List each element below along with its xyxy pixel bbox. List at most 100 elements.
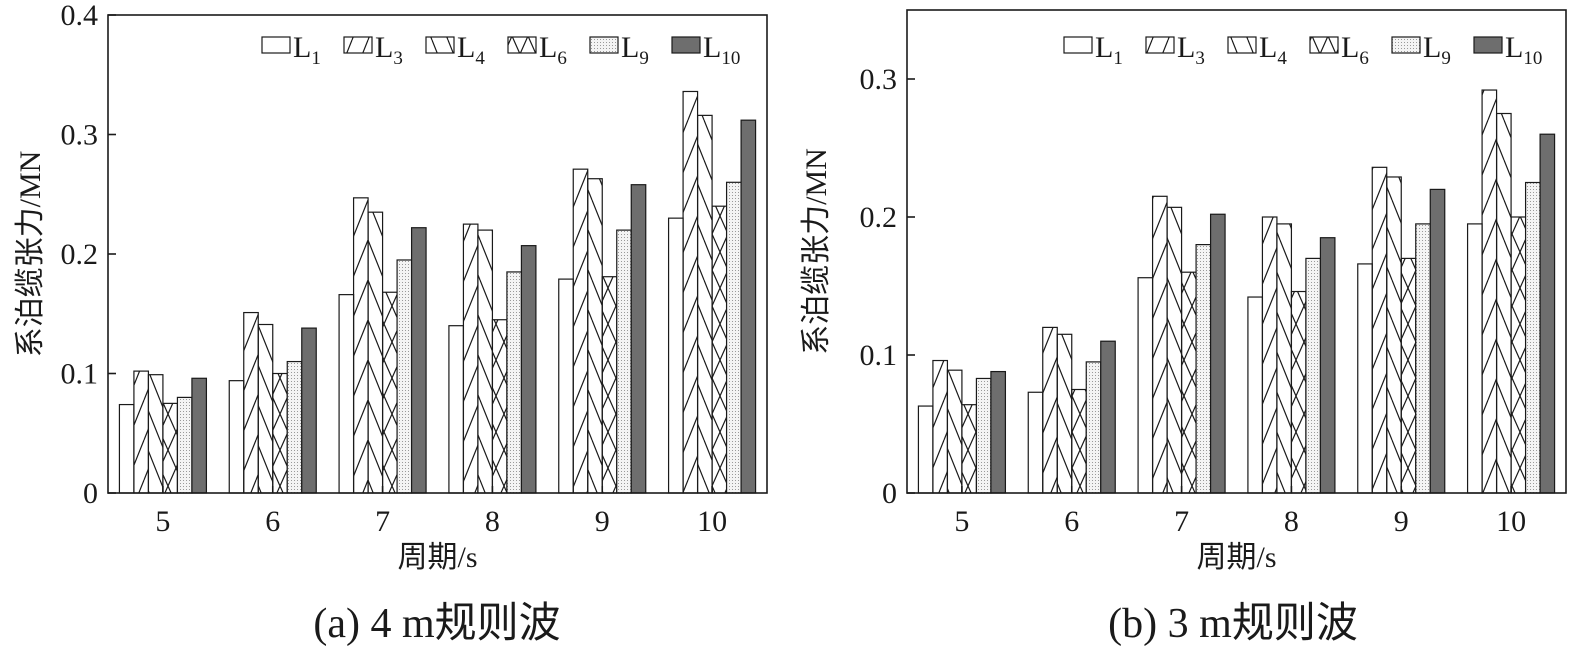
bar-a-L9-8: [506, 271, 523, 494]
x-tick-label-b-5: 5: [954, 505, 969, 538]
bar-b-L1-6: [1027, 391, 1044, 494]
legend-label-b-L9: L9: [1423, 31, 1451, 69]
bar-a-L6-8: [491, 319, 508, 494]
bar-b-L4-9: [1386, 176, 1402, 494]
legend-label-a-L1: L1: [293, 31, 321, 69]
legend-label-a-L6: L6: [539, 31, 567, 69]
y-tick-label-a-1: 0.1: [61, 358, 99, 391]
bar-a-L1-8: [448, 325, 465, 494]
x-tick-label-a-9: 9: [595, 505, 610, 538]
bar-a-L9-5: [176, 396, 193, 494]
bar-b-L1-8: [1247, 296, 1264, 494]
bar-b-L3-5: [932, 359, 949, 494]
x-tick-label-b-10: 10: [1496, 505, 1526, 538]
bar-a-L4-8: [477, 229, 494, 494]
legend-a: L1 L3 L4 L6 L9 L10: [261, 31, 740, 69]
bar-a-L10-6: [301, 327, 317, 494]
legend-swatch-b-L6: [1309, 36, 1339, 54]
y-tick-label-a-4: 0.4: [61, 0, 99, 32]
x-tick-label-b-9: 9: [1394, 505, 1409, 538]
legend-swatch-b-L9: [1391, 36, 1421, 54]
legend-b: L1 L3 L4 L6 L9 L10: [1063, 31, 1542, 69]
bar-a-L10-5: [191, 377, 208, 494]
plot-frame-b: [906, 9, 1567, 494]
bar-a-L3-5: [133, 370, 150, 494]
bar-b-L4-7: [1166, 206, 1183, 494]
legend-label-a-L3: L3: [375, 31, 403, 69]
bar-b-L9-6: [1085, 361, 1102, 494]
bar-b-L10-10: [1539, 133, 1556, 494]
bar-b-L3-7: [1151, 195, 1168, 494]
legend-swatch-a-L1: [261, 36, 291, 54]
bar-a-L6-5: [162, 402, 179, 494]
x-tick-label-b-8: 8: [1284, 505, 1299, 538]
bar-a-L6-7: [381, 291, 398, 494]
legend-label-b-L10: L10: [1505, 31, 1542, 69]
bar-a-L1-9: [558, 278, 574, 494]
bar-a-L3-7: [352, 197, 369, 494]
bar-b-L6-6: [1071, 388, 1087, 494]
bar-b-L9-5: [975, 377, 992, 494]
legend-swatch-a-L4: [425, 36, 455, 54]
legend-label-a-L10: L10: [703, 31, 740, 69]
bar-b-L10-9: [1429, 188, 1446, 494]
legend-label-b-L4: L4: [1259, 31, 1287, 69]
y-tick-label-a-0: 0: [83, 477, 98, 510]
bar-b-L3-8: [1261, 216, 1278, 494]
legend-swatch-a-L10: [671, 36, 701, 54]
bar-b-L6-7: [1180, 271, 1197, 494]
bar-a-L4-10: [696, 114, 713, 494]
y-tick-label-a-2: 0.2: [61, 238, 99, 271]
bar-b-L6-10: [1510, 216, 1527, 494]
bar-b-L6-8: [1290, 290, 1307, 494]
x-tick-label-a-7: 7: [375, 505, 390, 538]
bar-a-L6-10: [711, 205, 728, 494]
x-axis-title-a: 周期/s: [397, 541, 477, 574]
legend-swatch-a-L3: [343, 36, 373, 54]
bar-a-L4-9: [587, 178, 603, 494]
legend-label-a-L9: L9: [621, 31, 649, 69]
chart-panel-a: 0 0.1 0.2 0.3 0.4 5 6 7 8 9 10 周期/s 系泊缆张力/MN L1 L3 L4 L6…: [14, 0, 768, 647]
bar-b-L9-8: [1305, 257, 1322, 494]
bar-b-L3-6: [1042, 326, 1058, 494]
bar-b-L9-10: [1524, 181, 1541, 494]
bar-a-L10-8: [520, 245, 537, 494]
bar-b-L4-10: [1495, 112, 1512, 494]
x-axis-title-b: 周期/s: [1196, 541, 1276, 574]
bar-b-L1-9: [1357, 263, 1373, 494]
bar-b-L4-8: [1276, 223, 1293, 494]
legend-label-b-L3: L3: [1177, 31, 1205, 69]
bar-a-L10-7: [410, 227, 427, 494]
legend-swatch-b-L10: [1473, 36, 1503, 54]
y-axis-title-a: 系泊缆张力/MN: [14, 151, 47, 358]
bar-a-L3-8: [462, 223, 479, 494]
legend-swatch-b-L3: [1145, 36, 1175, 54]
bar-b-L1-10: [1466, 223, 1483, 494]
caption-a: (a) 4 m规则波: [313, 601, 560, 647]
bar-a-L10-10: [740, 119, 757, 494]
legend-swatch-b-L4: [1227, 36, 1257, 54]
bar-a-L9-6: [286, 360, 303, 494]
bar-b-L10-6: [1100, 340, 1116, 494]
bar-b-L3-10: [1481, 89, 1498, 494]
bar-a-L4-7: [367, 211, 384, 494]
legend-swatch-a-L9: [589, 36, 619, 54]
bar-a-L3-10: [682, 90, 699, 494]
legend-swatch-b-L1: [1063, 36, 1093, 54]
legend-label-a-L4: L4: [457, 31, 485, 69]
bar-a-L10-9: [630, 184, 647, 494]
bar-b-L1-7: [1137, 277, 1154, 494]
bar-b-L10-8: [1319, 237, 1336, 494]
bar-a-L4-6: [257, 323, 274, 494]
bar-a-L6-6: [272, 372, 288, 494]
bar-a-L9-10: [725, 181, 742, 494]
y-tick-label-b-0: 0: [882, 477, 897, 510]
bar-b-L6-9: [1400, 257, 1417, 494]
legend-label-b-L6: L6: [1341, 31, 1369, 69]
bar-b-L10-5: [990, 370, 1007, 494]
bar-b-L9-7: [1195, 244, 1212, 494]
bar-b-L4-5: [946, 369, 963, 494]
